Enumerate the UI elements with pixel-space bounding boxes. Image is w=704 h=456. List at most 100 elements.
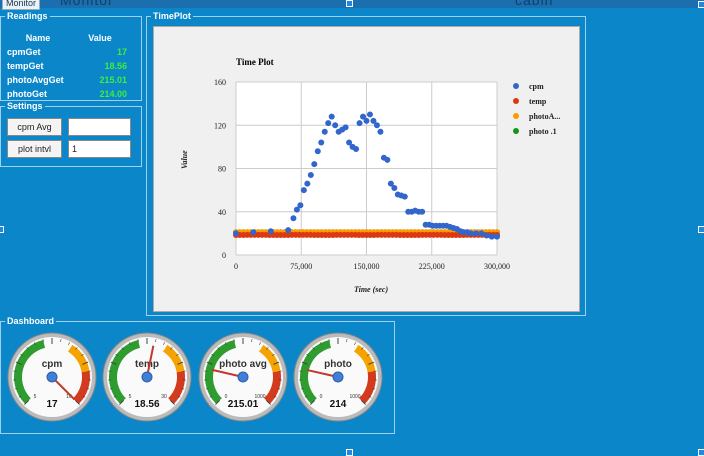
point-cpm: [367, 111, 373, 117]
point-cpm: [285, 227, 291, 233]
point-cpm: [315, 148, 321, 154]
point-cpm: [322, 129, 328, 135]
point-cpm: [391, 185, 397, 191]
point-cpm: [250, 229, 256, 235]
legend-marker: [513, 98, 519, 104]
reading-name: tempGet: [5, 59, 71, 73]
x-tick-label: 300,000: [484, 262, 510, 271]
point-cpm: [329, 114, 335, 120]
chart-title: Time Plot: [236, 57, 274, 67]
resize-handle-bottom[interactable]: [346, 449, 353, 456]
y-tick-label: 120: [214, 121, 226, 130]
point-cpm: [357, 120, 363, 126]
readings-legend: Readings: [5, 11, 50, 21]
gauge-hub: [333, 372, 343, 382]
point-cpm: [353, 146, 359, 152]
point-cpm: [301, 187, 307, 193]
legend-label: photoA...: [529, 112, 560, 121]
readings-panel: Readings Name Value cpmGet 17 tempGet 18…: [0, 11, 142, 101]
plot-intvl-input[interactable]: 1: [68, 140, 131, 158]
point-cpm: [318, 140, 324, 146]
x-tick-label: 225,000: [419, 262, 445, 271]
y-tick-label: 160: [214, 78, 226, 87]
y-axis-label: Value: [180, 150, 189, 169]
point-cpm: [311, 161, 317, 167]
readings-table: Name Value cpmGet 17 tempGet 18.56 photo…: [5, 31, 129, 101]
resize-handle-right[interactable]: [698, 226, 704, 233]
legend-marker: [513, 128, 519, 134]
cpm-avg-button[interactable]: cpm Avg: [7, 118, 62, 136]
table-row: cpmGet 17: [5, 45, 129, 59]
reading-value: 17: [71, 45, 129, 59]
point-cpm: [325, 120, 331, 126]
point-cpm: [484, 233, 490, 239]
table-row: photoAvgGet 215.01: [5, 73, 129, 87]
reading-name: photoAvgGet: [5, 73, 71, 87]
point-cpm: [402, 194, 408, 200]
point-cpm: [489, 234, 495, 240]
gauge-hub: [238, 372, 248, 382]
gauge-value: 215.01: [228, 399, 259, 410]
legend-label: cpm: [529, 82, 544, 91]
point-cpm: [332, 122, 338, 128]
readings-col-value: Value: [71, 31, 129, 45]
gauge-max-label: 1000: [349, 394, 360, 400]
resize-handle-bottom-right[interactable]: [698, 449, 704, 456]
gauge-min-label: 5: [34, 394, 37, 400]
settings-legend: Settings: [5, 101, 45, 111]
point-cpm: [268, 228, 274, 234]
point-cpm: [304, 181, 310, 187]
point-cpm: [468, 230, 474, 236]
point-cpm: [377, 129, 383, 135]
y-tick-label: 80: [218, 165, 226, 174]
readings-col-name: Name: [5, 31, 71, 45]
header-left-text: Monitor: [60, 0, 114, 8]
gauge-min-label: 5: [129, 394, 132, 400]
reading-name: photoGet: [5, 87, 71, 101]
reading-value: 18.56: [71, 59, 129, 73]
point-cpm: [343, 124, 349, 130]
resize-handle-top[interactable]: [346, 0, 353, 7]
gauge-min-label: 0: [320, 394, 323, 400]
point-cpm: [290, 215, 296, 221]
gauge-label: photo avg: [219, 359, 267, 370]
gauge-hub: [142, 372, 152, 382]
plot-intvl-button[interactable]: plot intvl: [7, 140, 62, 158]
legend-label: photo .1: [529, 127, 557, 136]
reading-value: 214.00: [71, 87, 129, 101]
gauge-value: 17: [46, 399, 58, 410]
point-cpm: [233, 230, 239, 236]
window-title: Monitor: [2, 0, 40, 10]
point-cpm: [478, 230, 484, 236]
point-cpm: [384, 157, 390, 163]
gauge-max-label: 30: [161, 394, 167, 400]
gauge-label: temp: [135, 359, 159, 370]
x-tick-label: 150,000: [354, 262, 380, 271]
reading-name: cpmGet: [5, 45, 71, 59]
table-row: photoGet 214.00: [5, 87, 129, 101]
resize-handle-top-right[interactable]: [698, 1, 704, 8]
gauge-value: 18.56: [134, 399, 159, 410]
x-tick-label: 0: [234, 262, 238, 271]
dashboard-legend: Dashboard: [5, 316, 56, 326]
gauge-label: cpm: [42, 359, 63, 370]
gauge-hub: [47, 372, 57, 382]
resize-handle-left[interactable]: [0, 226, 4, 233]
cpm-avg-input[interactable]: [68, 118, 131, 136]
point-cpm: [473, 230, 479, 236]
point-cpm: [364, 118, 370, 124]
reading-value: 215.01: [71, 73, 129, 87]
header-right-text: cabin: [515, 0, 553, 8]
gauge-label: photo: [324, 359, 352, 370]
timeplot-legend: TimePlot: [151, 11, 193, 21]
point-cpm: [419, 209, 425, 215]
point-cpm: [494, 234, 500, 240]
legend-marker: [513, 83, 519, 89]
